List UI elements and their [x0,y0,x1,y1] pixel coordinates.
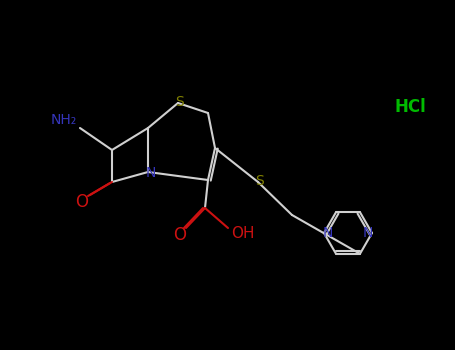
Text: S: S [255,174,263,188]
Text: N: N [146,166,156,180]
Text: O: O [173,226,187,244]
Text: OH: OH [231,225,255,240]
Text: HCl: HCl [394,98,426,116]
Text: N: N [363,226,373,240]
Text: N: N [323,226,333,240]
Text: O: O [76,193,89,211]
Text: S: S [175,95,183,109]
Text: NH₂: NH₂ [51,113,77,127]
